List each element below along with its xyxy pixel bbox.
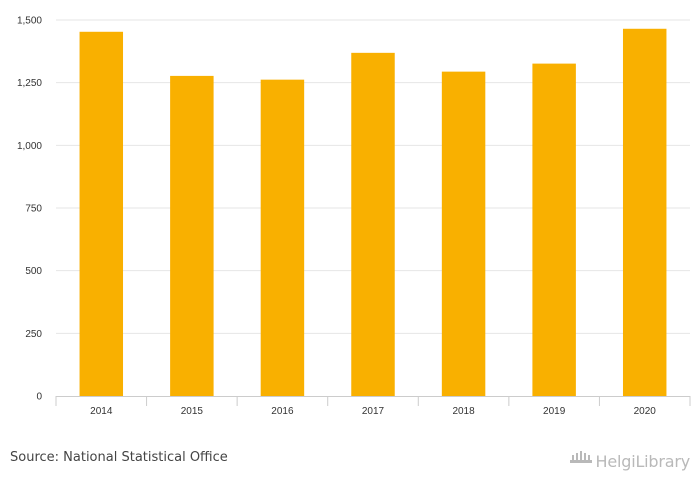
y-tick-label: 1,250 (17, 78, 42, 89)
bar-2016[interactable] (260, 79, 305, 397)
bar-2019[interactable] (532, 63, 576, 397)
y-tick-label: 0 (36, 392, 42, 403)
x-tick-label: 2020 (634, 406, 657, 417)
bars (79, 28, 667, 397)
source-note: Source: National Statistical Office (10, 450, 228, 465)
y-tick-label: 750 (25, 204, 42, 215)
bar-2020[interactable] (622, 28, 667, 396)
x-tick-label: 2016 (271, 406, 294, 417)
x-tick-label: 2015 (181, 406, 204, 417)
logo-text: HelgiLibrary (595, 452, 691, 471)
x-axis (55, 396, 691, 406)
y-tick-label: 1,000 (17, 141, 42, 152)
helgi-library-logo: HelgiLibrary (569, 448, 690, 471)
library-building-icon (569, 448, 593, 471)
y-tick-label: 250 (25, 329, 42, 340)
bar-2015[interactable] (170, 75, 214, 396)
x-tick-label: 2019 (543, 406, 566, 417)
y-axis-tick-labels: 0 250 500 750 1,000 1,250 1,500 (17, 16, 42, 403)
x-axis-tick-labels: 2014 2015 2016 2017 2018 2019 2020 (90, 406, 656, 417)
bar-2014[interactable] (79, 31, 124, 396)
x-tick-label: 2017 (362, 406, 385, 417)
bar-2017[interactable] (351, 52, 395, 396)
y-tick-label: 500 (25, 266, 42, 277)
x-tick-label: 2014 (90, 406, 113, 417)
bar-2018[interactable] (441, 71, 486, 397)
y-tick-label: 1,500 (17, 16, 42, 27)
x-tick-label: 2018 (452, 406, 475, 417)
